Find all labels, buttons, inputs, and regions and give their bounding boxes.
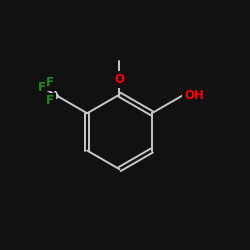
- Text: OH: OH: [184, 89, 204, 102]
- Text: F: F: [46, 94, 54, 108]
- Text: O: O: [114, 73, 124, 86]
- Text: F: F: [46, 76, 54, 89]
- Text: F: F: [38, 80, 46, 94]
